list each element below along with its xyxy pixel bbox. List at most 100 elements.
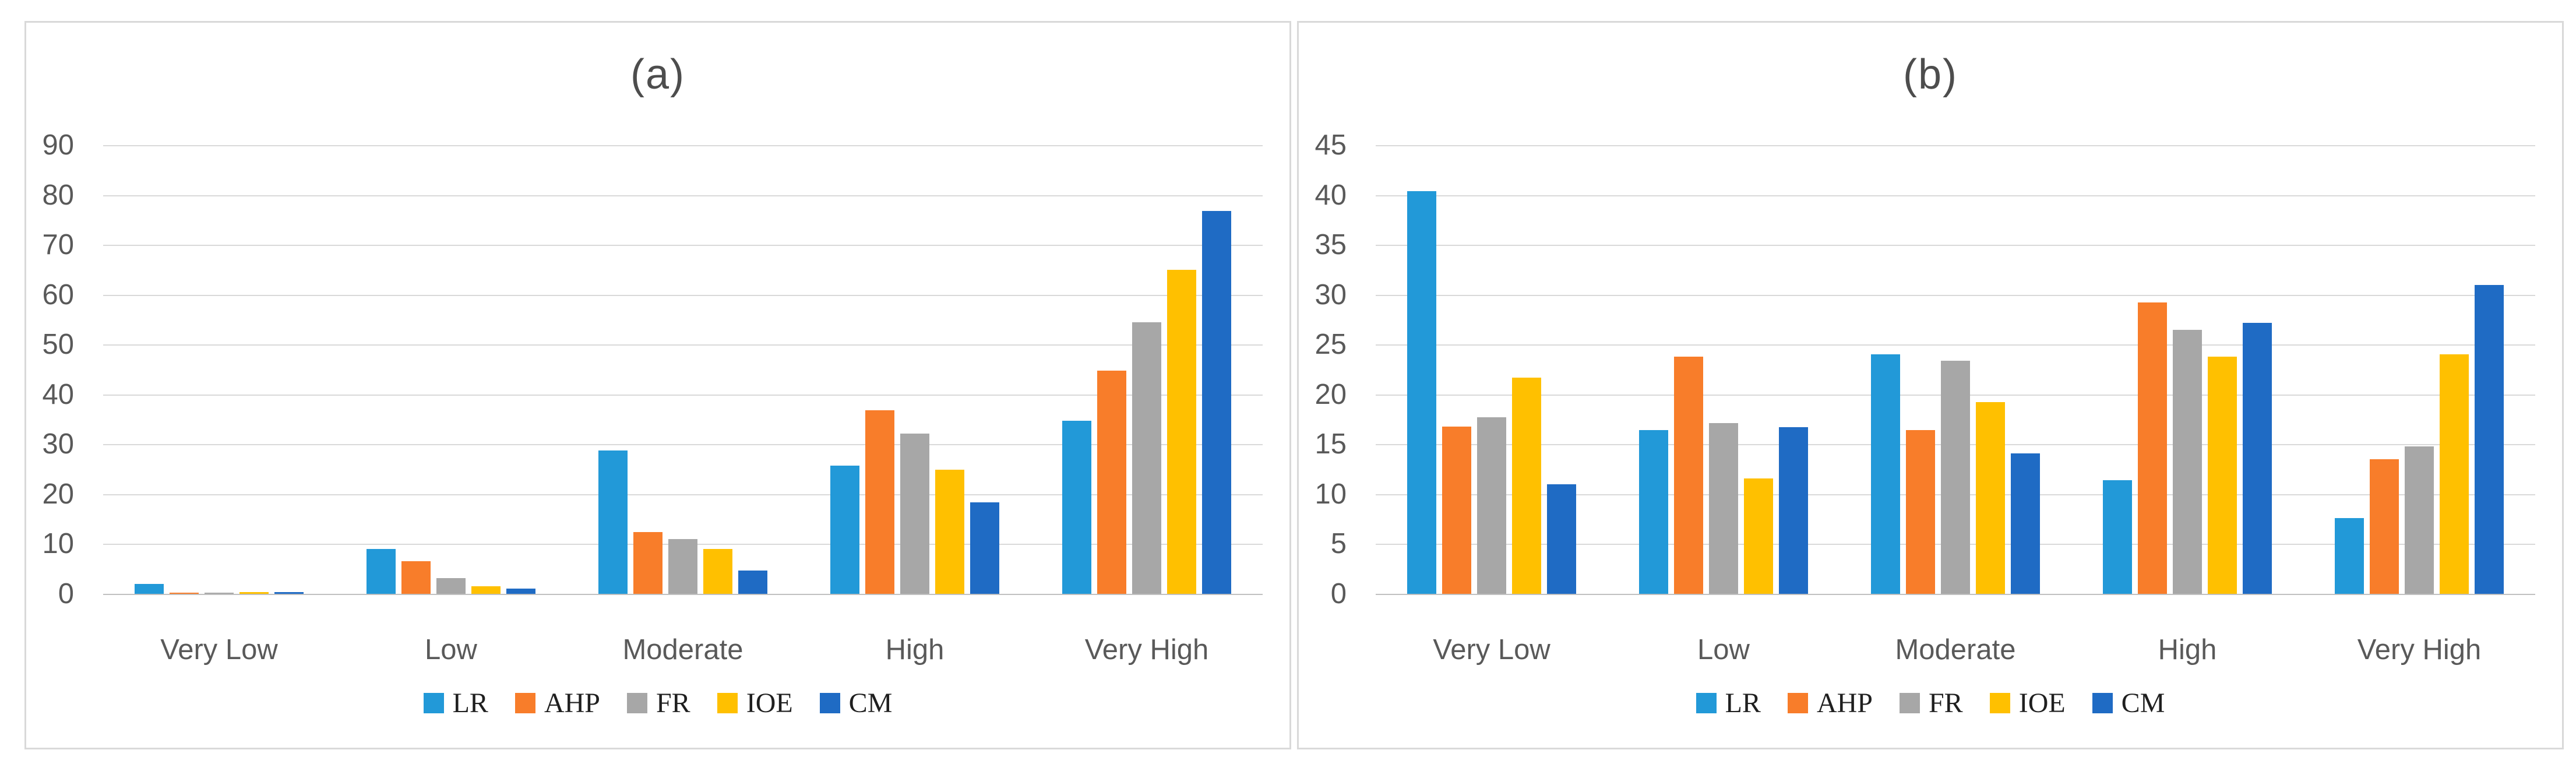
y-axis-tick-label: 50	[42, 329, 74, 361]
plot-area-a: 90 80 70 60 50 40 30 20 10 0 Very Low Low Moderate Hi…	[42, 130, 1263, 666]
bar-lr-moderate	[598, 450, 628, 594]
plot-area-b: 45 40 35 30 25 20 15 10 5 0 Very Low Low Moderate Hig…	[1315, 130, 2535, 666]
legend-item-fr: FR	[1899, 687, 1963, 719]
y-axis-tick-label: 0	[1330, 578, 1347, 610]
bar-ahp-moderate	[1906, 430, 1935, 594]
category-label-very-high: Very High	[2357, 634, 2482, 666]
gridline	[103, 145, 1263, 146]
chart-panel-b: (b) 45 40 35 30 25 20 15 10 5 0 Very Low Low Moderat…	[1297, 21, 2564, 749]
legend-swatch-ahp-icon	[1787, 693, 1808, 713]
y-axis-tick-label: 35	[1315, 229, 1347, 261]
bar-ahp-low	[1674, 357, 1703, 594]
bar-ioe-very-low	[1512, 378, 1541, 594]
bar-ioe-moderate	[1976, 402, 2005, 594]
bar-ahp-very-low	[170, 593, 199, 594]
gridline	[1376, 195, 2535, 196]
bar-cm-high	[2243, 323, 2272, 594]
bar-ahp-moderate	[633, 532, 662, 594]
bar-ioe-low	[471, 586, 501, 594]
bar-fr-low	[436, 578, 466, 594]
y-axis-tick-label: 40	[42, 378, 74, 410]
bar-group-low	[335, 145, 567, 594]
legend-label-lr: LR	[452, 688, 488, 719]
x-axis-line	[1376, 594, 2535, 595]
legend-swatch-cm-icon	[819, 693, 840, 713]
legend-swatch-ioe-icon	[1989, 693, 2010, 713]
legend-item-ahp: AHP	[515, 687, 600, 719]
bar-lr-low	[367, 549, 396, 594]
category-label-moderate: Moderate	[622, 634, 743, 666]
gridline	[103, 245, 1263, 247]
bar-group-moderate	[567, 145, 799, 594]
legend-label-fr: FR	[1928, 688, 1963, 719]
bar-cm-very-low	[274, 592, 304, 594]
gridline	[1376, 344, 2535, 346]
bar-ioe-very-low	[239, 592, 269, 594]
legend-item-cm: CM	[819, 687, 893, 719]
legend-label-ioe: IOE	[746, 688, 793, 719]
category-label-very-low: Very Low	[1433, 634, 1550, 666]
bar-ioe-high	[2208, 357, 2237, 594]
chart-panel-a: (a) 90 80 70 60 50 40 30 20 10 0 Very Low Low Modera…	[24, 21, 1291, 749]
category-label-high: High	[2158, 634, 2217, 666]
bar-lr-low	[1639, 430, 1668, 594]
legend-item-ioe: IOE	[717, 687, 793, 719]
bar-cm-very-low	[1547, 484, 1576, 594]
bar-ioe-low	[1744, 478, 1773, 594]
legend-label-ahp: AHP	[1816, 688, 1873, 719]
y-axis-tick-label: 25	[1315, 329, 1347, 361]
bar-cm-high	[970, 502, 999, 594]
chart-title-b: (b)	[1903, 51, 1958, 98]
y-axis-tick-label: 90	[42, 129, 74, 161]
bar-fr-moderate	[1941, 361, 1970, 594]
legend-a: LR AHP FR IOE CM	[26, 687, 1289, 719]
bar-fr-high	[2173, 330, 2202, 594]
legend-swatch-ioe-icon	[717, 693, 738, 713]
legend-b: LR AHP FR IOE CM	[1299, 687, 2562, 719]
category-label-very-low: Very Low	[160, 634, 278, 666]
legend-label-cm: CM	[848, 688, 893, 719]
y-axis-tick-label: 10	[42, 528, 74, 560]
category-label-high: High	[885, 634, 945, 666]
bar-group-very-high	[1031, 145, 1263, 594]
legend-item-fr: FR	[626, 687, 690, 719]
category-label-moderate: Moderate	[1895, 634, 2016, 666]
legend-swatch-fr-icon	[1899, 693, 1920, 713]
bar-group-very-low	[1376, 145, 1608, 594]
bar-cm-very-high	[2475, 285, 2504, 594]
category-label-very-high: Very High	[1084, 634, 1209, 666]
gridline	[103, 195, 1263, 196]
bar-lr-very-low	[135, 584, 164, 594]
bar-group-very-low	[103, 145, 335, 594]
gridline	[103, 344, 1263, 346]
bar-ahp-low	[401, 561, 431, 594]
bar-lr-high	[2103, 480, 2132, 594]
bar-fr-moderate	[668, 539, 697, 594]
bar-lr-very-high	[1062, 421, 1091, 594]
bar-group-low	[1608, 145, 1840, 594]
bar-cm-low	[506, 589, 535, 594]
gridline	[1376, 145, 2535, 146]
legend-swatch-lr-icon	[423, 693, 444, 713]
legend-swatch-fr-icon	[626, 693, 647, 713]
gridline	[1376, 245, 2535, 247]
y-axis-tick-label: 60	[42, 279, 74, 311]
gridline	[103, 494, 1263, 495]
bar-lr-very-high	[2335, 518, 2364, 594]
bar-group-high	[799, 145, 1031, 594]
bar-fr-low	[1709, 423, 1738, 594]
legend-swatch-cm-icon	[2092, 693, 2113, 713]
bar-ahp-very-low	[1442, 427, 1471, 594]
bar-ahp-high	[865, 410, 894, 594]
bar-cm-low	[1779, 427, 1808, 594]
y-axis-tick-label: 15	[1315, 428, 1347, 460]
legend-swatch-ahp-icon	[515, 693, 535, 713]
bar-lr-very-low	[1407, 191, 1436, 594]
bar-ioe-very-high	[1167, 270, 1196, 594]
gridline	[1376, 294, 2535, 296]
bar-ioe-high	[935, 470, 964, 594]
x-axis-line	[103, 594, 1263, 595]
legend-label-ioe: IOE	[2018, 688, 2066, 719]
category-label-low: Low	[425, 634, 477, 666]
